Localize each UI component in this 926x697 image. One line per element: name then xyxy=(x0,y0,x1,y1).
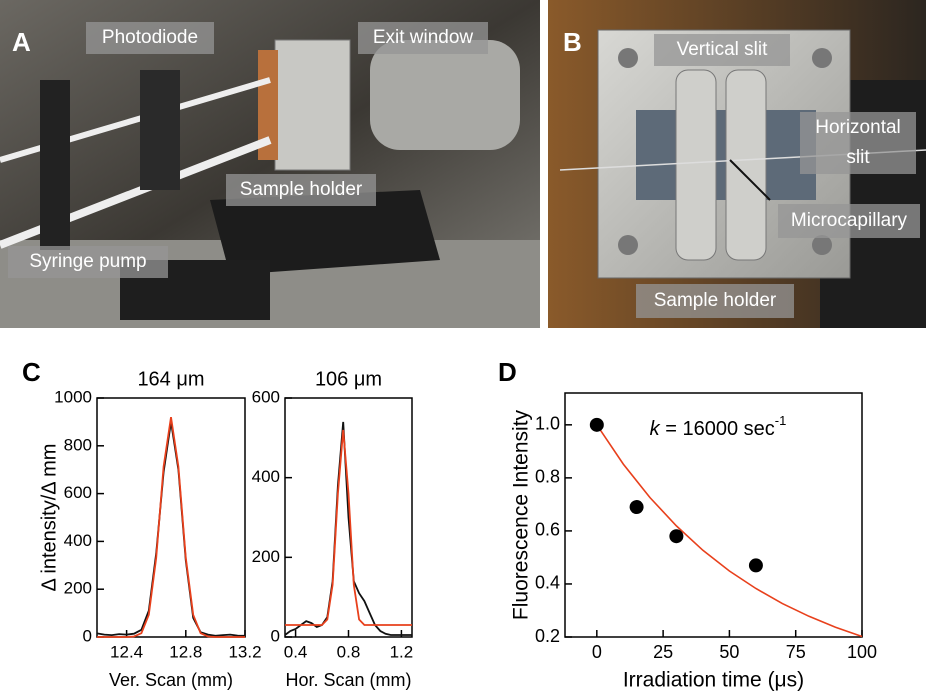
fit-curve xyxy=(596,424,863,638)
chart-title: 106 μm xyxy=(315,368,382,390)
y-tick-label: 1.0 xyxy=(535,414,560,434)
photo-label: Horizontal xyxy=(815,117,901,138)
y-tick-label: 800 xyxy=(64,435,92,454)
photo-label: Photodiode xyxy=(102,27,198,48)
y-tick-label: 0.6 xyxy=(535,520,560,540)
x-tick-label: 0 xyxy=(592,642,602,662)
x-tick-label: 1.2 xyxy=(390,642,414,661)
x-tick-label: 100 xyxy=(847,642,877,662)
y-tick-label: 0.8 xyxy=(535,467,560,487)
x-tick-label: 0.4 xyxy=(284,642,308,661)
y-tick-label: 0 xyxy=(271,626,280,645)
plot-frame xyxy=(96,397,246,638)
y-axis-label: Fluorescence Intensity xyxy=(510,409,533,620)
photo-label: Sample holder xyxy=(654,290,777,311)
data-line xyxy=(284,421,412,636)
annotation: k = 16000 sec-1 xyxy=(650,413,787,440)
x-tick-label: 13.2 xyxy=(228,642,261,661)
panel-letter: C xyxy=(22,357,41,387)
data-point xyxy=(629,500,644,515)
y-tick-label: 0.4 xyxy=(535,573,560,593)
photo-a xyxy=(0,0,540,328)
x-tick-label: 25 xyxy=(653,642,673,662)
photo-label: slit xyxy=(846,147,870,168)
annotation-value: = 16000 sec xyxy=(660,418,775,440)
y-tick-label: 0.2 xyxy=(535,626,560,646)
data-point xyxy=(669,529,684,544)
y-tick-label: 600 xyxy=(252,387,280,406)
y-tick-label: 400 xyxy=(252,467,280,486)
data-line xyxy=(285,429,412,626)
y-tick-label: 0 xyxy=(83,626,92,645)
y-tick-label: 200 xyxy=(64,579,92,598)
photo-label: Syringe pump xyxy=(29,251,146,272)
x-tick-label: 12.8 xyxy=(169,642,202,661)
x-tick-label: 0.8 xyxy=(337,642,361,661)
y-tick-label: 1000 xyxy=(54,387,92,406)
photo-label: Exit window xyxy=(373,27,474,48)
y-tick-label: 400 xyxy=(64,531,92,550)
y-axis-label: Δ intensity/Δ mm xyxy=(38,444,60,592)
data-point xyxy=(589,417,604,432)
chart-title: 164 μm xyxy=(137,368,204,390)
annotation-k: k xyxy=(650,418,661,440)
data-line xyxy=(97,416,245,638)
photo-label: Sample holder xyxy=(240,179,363,200)
x-tick-label: 50 xyxy=(719,642,739,662)
photo-label: Vertical slit xyxy=(677,39,769,60)
panel-letter: D xyxy=(498,357,517,387)
plot-frame xyxy=(564,392,863,638)
photo-label: Microcapillary xyxy=(791,210,908,231)
x-axis-label: Ver. Scan (mm) xyxy=(109,670,233,690)
x-tick-label: 12.4 xyxy=(110,642,143,661)
photo-labels: A Photodiode Exit window Sample holder S… xyxy=(8,22,920,318)
x-axis-label: Irradiation time (μs) xyxy=(623,669,804,692)
panel-letter: B xyxy=(563,27,582,57)
annotation-exponent: -1 xyxy=(775,413,787,428)
data-point xyxy=(748,558,763,573)
x-axis-label: Hor. Scan (mm) xyxy=(285,670,411,690)
data-line xyxy=(96,421,246,637)
x-tick-label: 75 xyxy=(786,642,806,662)
panel-letter: A xyxy=(12,27,31,57)
y-tick-label: 600 xyxy=(64,483,92,502)
y-tick-label: 200 xyxy=(252,547,280,566)
